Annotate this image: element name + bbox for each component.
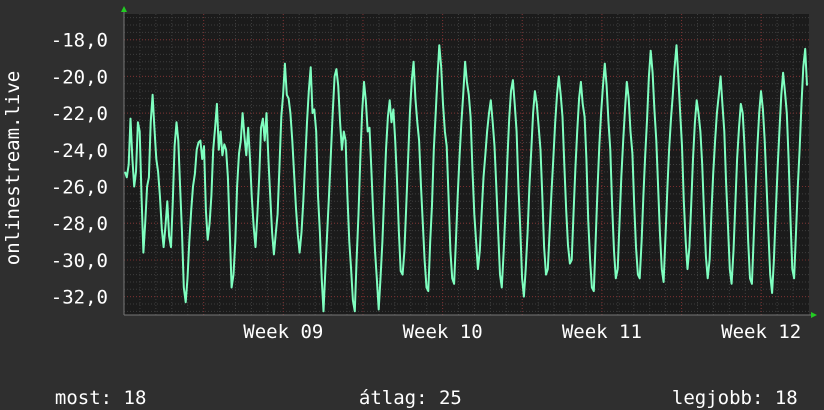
- best-stat-value: 18: [774, 387, 798, 409]
- y-tick-label: -22,0: [51, 103, 108, 125]
- best-stat: legjobb: 18: [649, 362, 798, 410]
- x-tick-label: Week 12: [721, 321, 801, 343]
- x-tick-label: Week 11: [562, 321, 642, 343]
- x-tick-label: Week 10: [403, 321, 483, 343]
- y-tick-label: -28,0: [51, 213, 108, 235]
- average-stat-label: átlag:: [358, 387, 428, 409]
- y-tick-label: -26,0: [51, 177, 108, 199]
- average-stat-value: 25: [438, 387, 462, 409]
- current-stat: most: 18: [32, 362, 147, 410]
- current-stat-value: 18: [123, 387, 147, 409]
- y-tick-label: -24,0: [51, 140, 108, 162]
- y-tick-label: -30,0: [51, 250, 108, 272]
- y-axis-label: onlinestream.live: [2, 71, 24, 265]
- y-tick-label: -18,0: [51, 30, 108, 52]
- x-axis-arrow: [811, 312, 817, 318]
- y-axis-arrow: [121, 6, 127, 12]
- y-tick-label: -20,0: [51, 66, 108, 88]
- best-stat-label: legjobb:: [671, 387, 764, 409]
- series-line: [124, 44, 808, 313]
- y-tick-labels: -18,0 -20,0 -22,0 -24,0 -26,0 -28,0 -30,0 -32,0: [51, 30, 108, 309]
- y-tick-label: -32,0: [51, 287, 108, 309]
- x-tick-labels: Week 09 Week 10 Week 11 Week 12: [243, 321, 801, 343]
- x-tick-label: Week 09: [243, 321, 323, 343]
- axes: [121, 6, 817, 318]
- current-stat-label: most:: [54, 387, 113, 409]
- average-stat: átlag: 25: [336, 362, 462, 410]
